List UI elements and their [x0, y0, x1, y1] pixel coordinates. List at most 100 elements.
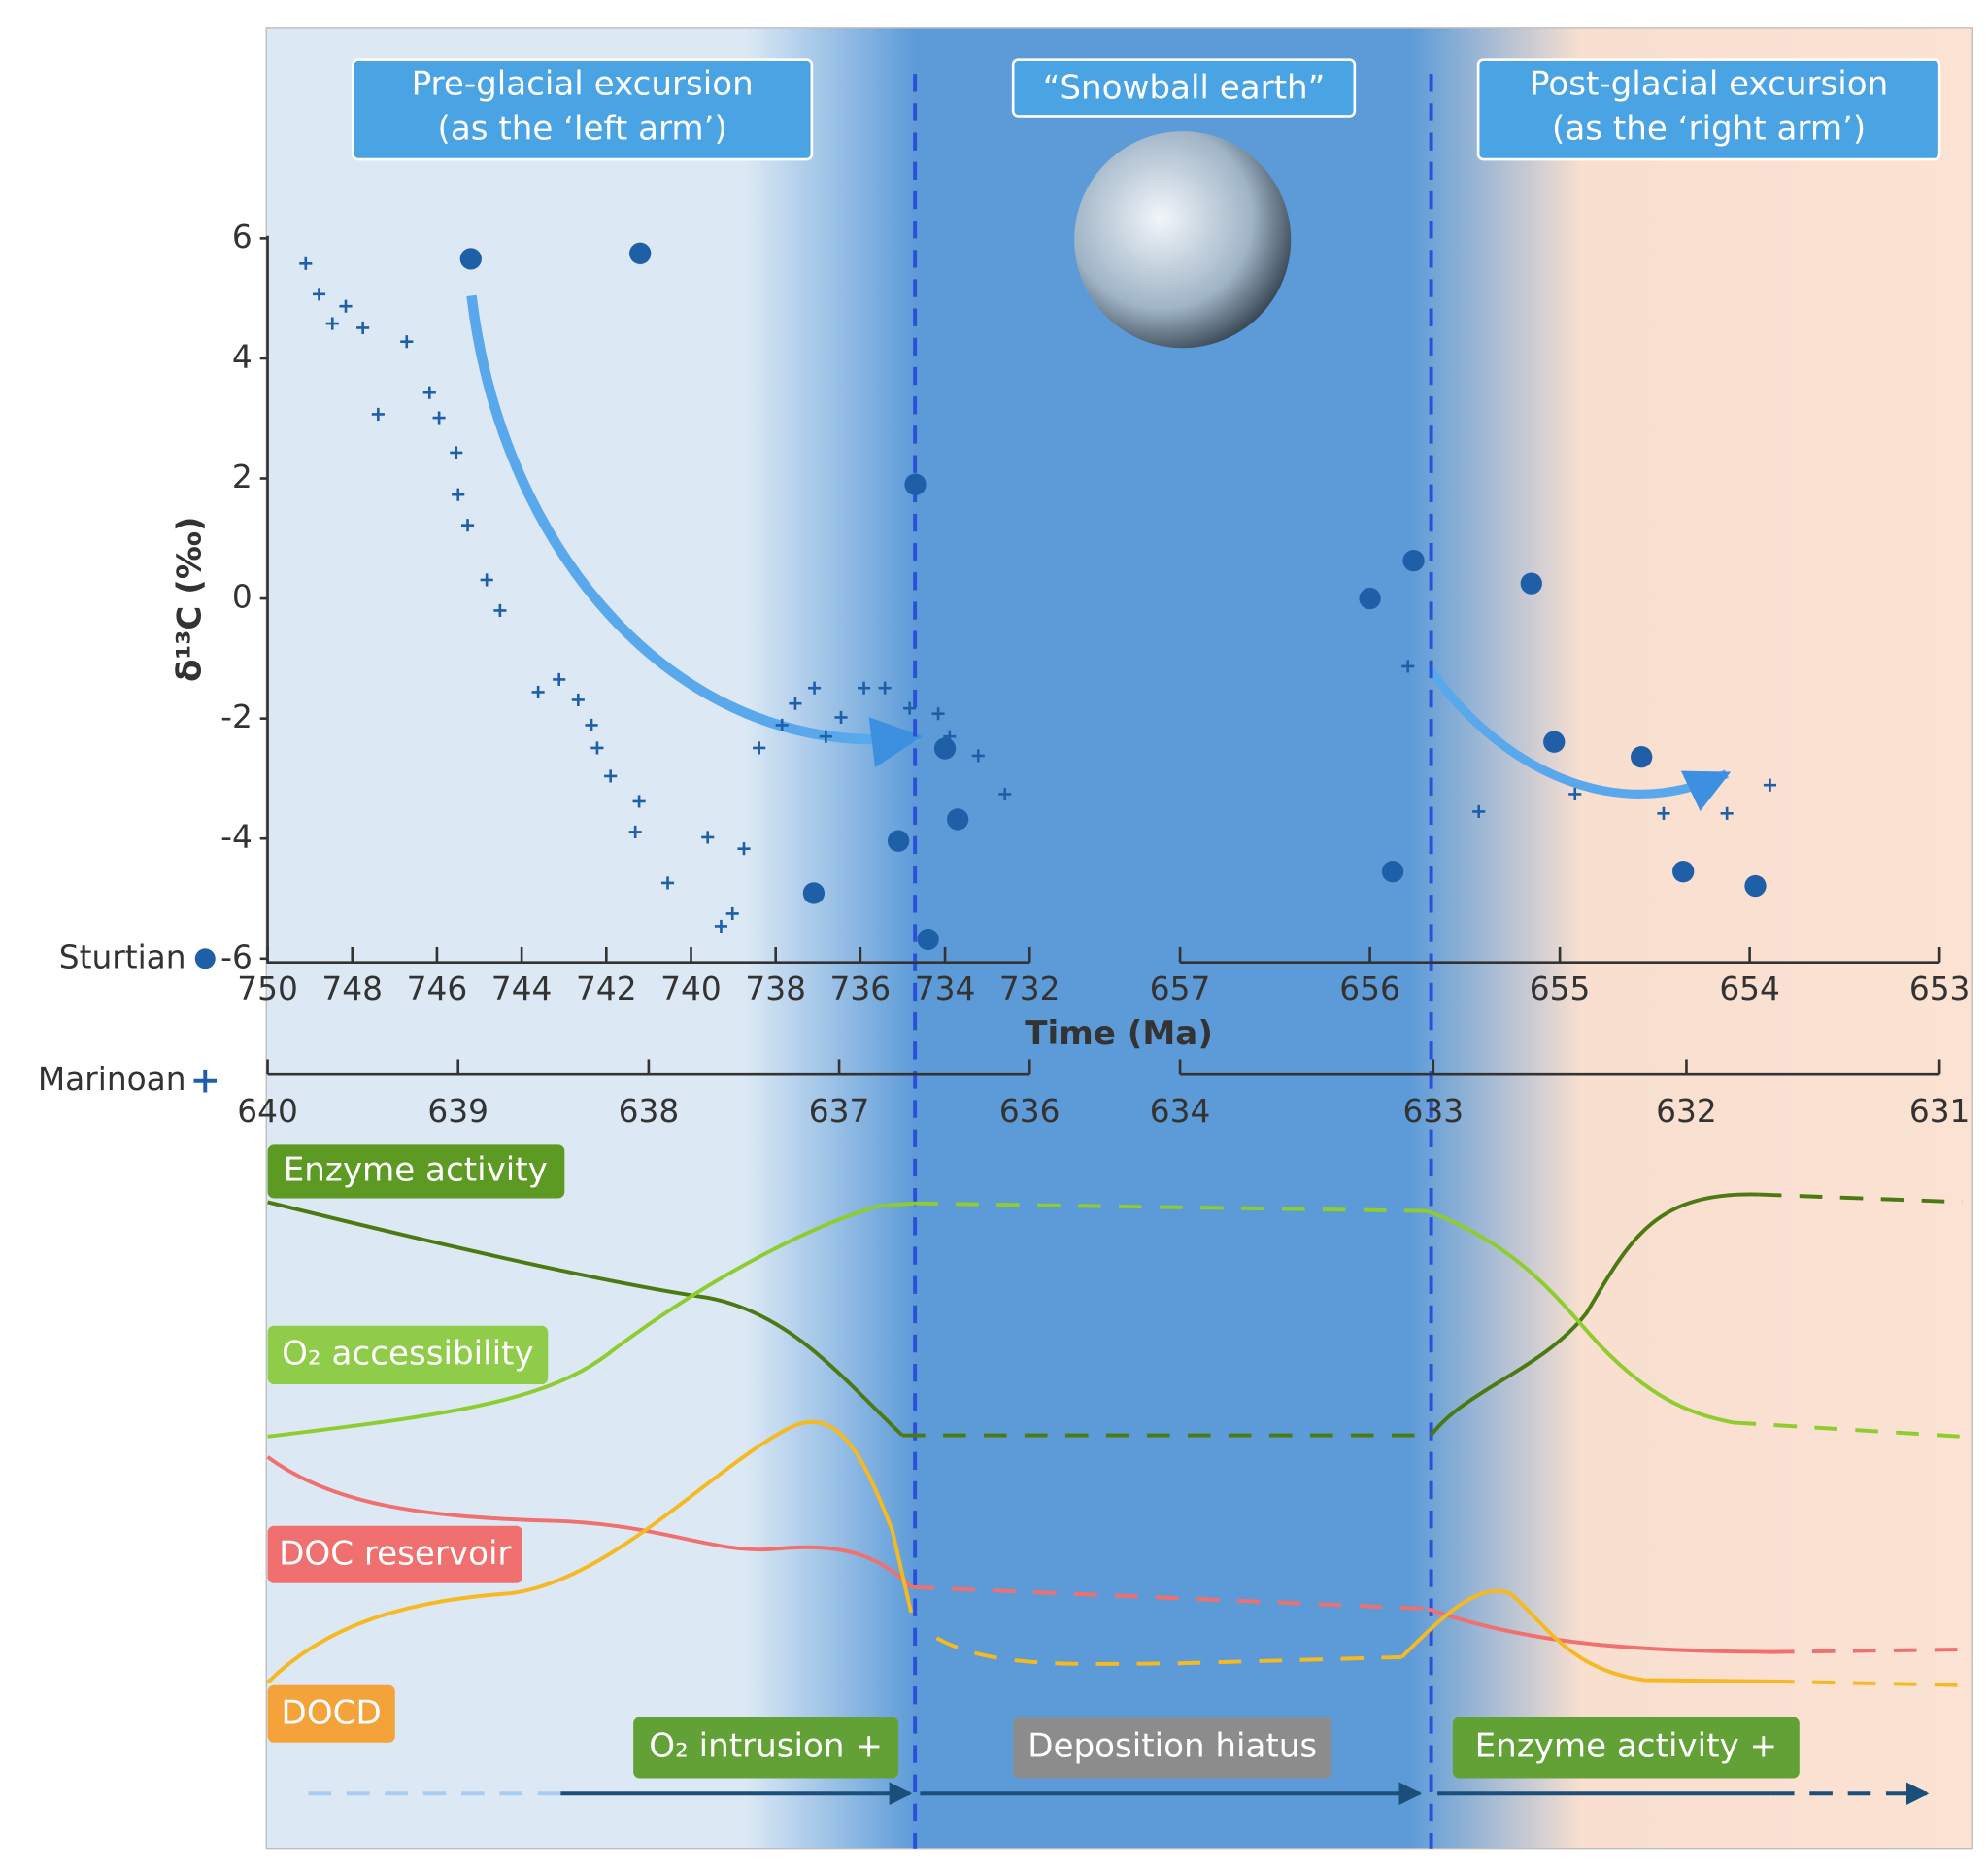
- x-tick-label: 634: [1150, 1093, 1211, 1130]
- legend-marker: [194, 948, 216, 969]
- point: [422, 386, 436, 399]
- point: [1720, 806, 1734, 820]
- oxygen-curve: [915, 1201, 1428, 1213]
- point: [459, 248, 482, 270]
- trend-arrow: [1426, 666, 1732, 812]
- point: [299, 256, 313, 270]
- docd-curve: [1770, 1679, 1963, 1687]
- x-tick-label: 640: [237, 1093, 298, 1130]
- curve-label-box: [267, 1525, 522, 1583]
- phase-title: “Snowball earth”: [1043, 68, 1326, 107]
- point: [452, 488, 465, 501]
- point: [878, 681, 892, 695]
- point: [585, 718, 598, 732]
- point: [660, 876, 675, 890]
- point: [480, 573, 493, 587]
- doc-curve: [1770, 1648, 1963, 1654]
- plot: -6 -4 -2 0 2 4 6 750 748 746 744 742 740 738 736 734 732…: [38, 219, 1971, 1130]
- trend-arrow: [466, 294, 923, 768]
- point: [917, 928, 939, 951]
- oxygen-curve: [267, 1201, 916, 1439]
- point: [1402, 550, 1425, 572]
- point: [931, 707, 945, 721]
- point: [737, 842, 751, 856]
- x-tick-label: 638: [619, 1093, 680, 1130]
- enzyme-curve: [1430, 1192, 1759, 1437]
- y-tick-label: -4: [220, 819, 253, 856]
- point: [933, 737, 957, 760]
- x-tick-label: 740: [660, 970, 722, 1007]
- x-tick-label: 656: [1339, 970, 1400, 1007]
- point: [971, 749, 985, 763]
- curve-label: Enzyme activity: [284, 1150, 548, 1189]
- process-label: O₂ intrusion +: [649, 1727, 883, 1766]
- y-tick-label: 2: [232, 459, 253, 495]
- point: [312, 288, 326, 301]
- point: [1672, 861, 1695, 883]
- point: [339, 299, 353, 313]
- point: [858, 681, 871, 695]
- x-tick-label: 654: [1719, 970, 1780, 1007]
- point: [400, 335, 414, 349]
- point: [553, 672, 566, 687]
- phase-title: (as the ‘left arm’): [438, 109, 727, 148]
- curve-label-box: [267, 1325, 549, 1385]
- point: [725, 906, 739, 921]
- point: [450, 446, 463, 459]
- point: [629, 242, 652, 264]
- point: [753, 741, 766, 755]
- point: [1543, 731, 1566, 753]
- point: [1401, 660, 1415, 673]
- background: [265, 27, 1973, 1850]
- docd-curve: [935, 1636, 1402, 1666]
- y-tick-label: 4: [232, 338, 253, 375]
- docd-curve: [266, 1419, 914, 1684]
- point: [903, 701, 917, 715]
- point: [943, 730, 957, 743]
- point: [460, 519, 475, 532]
- x-tick-label: 632: [1656, 1093, 1717, 1130]
- x-tick-label: 746: [407, 970, 468, 1007]
- process-box: [1452, 1717, 1800, 1779]
- point: [571, 693, 585, 707]
- concept-curves: [266, 1192, 1963, 1687]
- x-tick-label: 736: [830, 970, 892, 1007]
- point: [1381, 861, 1404, 883]
- doc-curve: [911, 1584, 1428, 1611]
- point: [1631, 746, 1653, 768]
- y-tick-label: -2: [220, 698, 253, 735]
- curve-label: O₂ accessibility: [282, 1334, 533, 1373]
- point: [432, 411, 446, 425]
- legend-label: Marinoan: [38, 1061, 186, 1098]
- point: [632, 795, 646, 808]
- point: [808, 681, 822, 695]
- phase-title: (as the ‘right arm’): [1552, 109, 1866, 148]
- phase-title: Pre-glacial excursion: [412, 64, 754, 103]
- x-tick-label: 637: [809, 1093, 870, 1130]
- point: [946, 808, 969, 831]
- point: [1520, 572, 1542, 595]
- x-tick-label: 633: [1402, 1093, 1464, 1130]
- point: [356, 321, 370, 334]
- point: [1472, 804, 1486, 818]
- point: [904, 473, 927, 495]
- point: [775, 718, 789, 732]
- point: [701, 831, 715, 844]
- point: [789, 697, 802, 710]
- point: [714, 919, 728, 933]
- point: [819, 730, 832, 743]
- point: [371, 407, 385, 421]
- curve-label-box: [267, 1684, 395, 1743]
- x-tick-label: 738: [745, 970, 806, 1007]
- x-tick-label: 636: [999, 1093, 1061, 1130]
- enzyme-curve: [1758, 1192, 1963, 1205]
- y-tick-label: 6: [232, 219, 253, 255]
- point: [1568, 787, 1582, 801]
- process-label: Enzyme activity +: [1475, 1727, 1777, 1766]
- x-tick-label: 657: [1150, 970, 1211, 1007]
- phase-box: [1476, 58, 1941, 161]
- point: [604, 769, 618, 783]
- curve-label-box: [267, 1144, 565, 1199]
- process-box: [633, 1717, 899, 1779]
- point: [1744, 874, 1767, 898]
